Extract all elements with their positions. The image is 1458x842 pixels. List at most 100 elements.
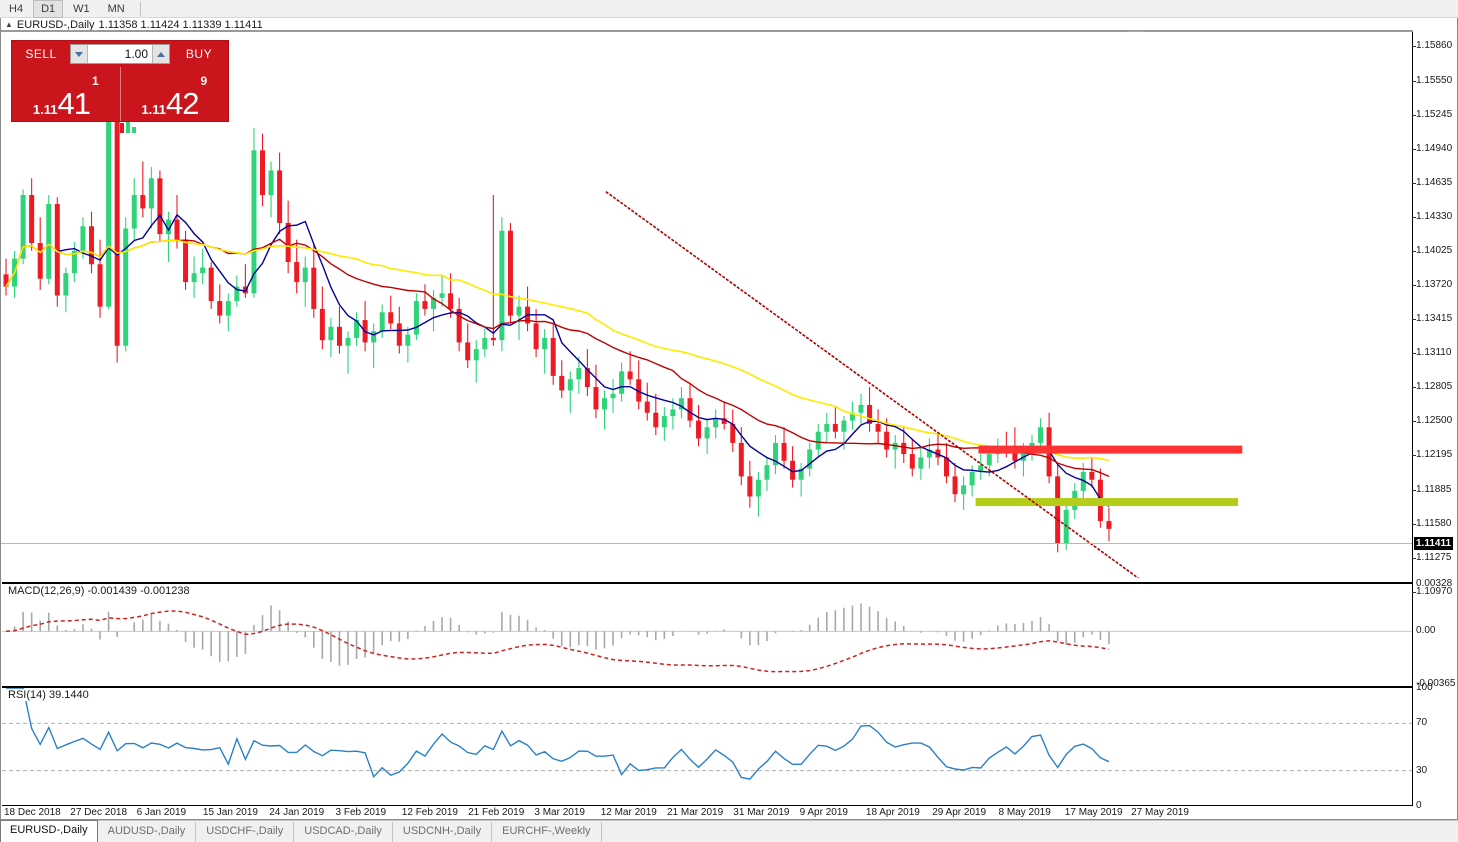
candlestick (944, 442, 949, 484)
timeframe-h4[interactable]: H4 (9, 2, 24, 15)
timeframe-toolbar: H4 D1 W1 MN (0, 0, 1458, 18)
price-scale-tick: 1.13415 (1412, 313, 1452, 324)
candlestick (106, 94, 112, 309)
candlestick (867, 387, 873, 432)
price-scale-tick: 1.14330 (1412, 211, 1452, 222)
macd-scale-tick: 0.00 (1416, 625, 1436, 637)
macd-pane[interactable]: MACD(12,26,9) -0.001439 -0.001238 (2, 582, 1413, 684)
candlestick (773, 435, 778, 475)
candlestick (627, 351, 633, 385)
macd-scale-tick: 0.00328 (1416, 578, 1453, 589)
candlestick (140, 161, 146, 218)
candlestick (260, 133, 265, 207)
candlestick (704, 418, 710, 455)
collapse-triangle-icon[interactable]: ▲ (5, 20, 13, 29)
price-scale-tick: 1.15245 (1412, 109, 1452, 120)
date-scale-label: 9 Apr 2019 (799, 807, 848, 818)
macd-label: MACD(12,26,9) -0.001439 -0.001238 (6, 585, 192, 597)
candlestick (1106, 507, 1112, 542)
price-pane[interactable] (2, 32, 1413, 578)
support-zone[interactable] (975, 498, 1239, 507)
price-scale-tick: 1.12195 (1412, 449, 1452, 460)
candlestick (413, 293, 419, 341)
candlestick (46, 195, 52, 285)
tab-eurusd-daily[interactable]: EURUSD-,Daily (0, 820, 98, 842)
candlestick (490, 195, 496, 346)
candlestick (849, 401, 855, 430)
tab-eurchf-weekly[interactable]: EURCHF-,Weekly (492, 822, 602, 842)
macd-plot (2, 603, 1413, 673)
candlestick (875, 409, 881, 443)
octp-prices: 1.11 41 1 1.11 42 9 (12, 67, 228, 121)
candlestick (251, 128, 257, 298)
candlestick (431, 289, 436, 332)
price-scale-tick: 1.12805 (1412, 381, 1452, 392)
tab-audusd-daily[interactable]: AUDUSD-,Daily (98, 822, 197, 842)
date-scale-label: 18 Apr 2019 (865, 807, 920, 818)
candlestick (465, 323, 471, 369)
descending-trendline[interactable] (605, 191, 1152, 578)
candlestick (670, 398, 676, 430)
buy-price-big: 42 (165, 86, 199, 121)
date-scale-label: 17 May 2019 (1064, 807, 1123, 818)
candlestick (550, 323, 556, 385)
tab-usdcad-daily[interactable]: USDCAD-,Daily (294, 822, 393, 842)
candlestick (653, 393, 659, 436)
volume-decrease-button[interactable] (71, 45, 88, 63)
octp-toolbar: SELL 1.00 BUY (12, 41, 228, 67)
candlestick (191, 256, 197, 298)
timeframe-w1[interactable]: W1 (73, 2, 90, 15)
caret-down-icon (75, 51, 83, 57)
candlestick (234, 275, 240, 307)
buy-price-fraction: 9 (200, 74, 208, 88)
candlestick (302, 256, 308, 307)
buy-price-button[interactable]: 1.11 42 9 (121, 67, 229, 121)
date-scale[interactable]: 18 Dec 2018 27 Dec 2018 6 Jan 2019 15 Jan 2… (2, 805, 1413, 819)
candlestick (29, 178, 35, 251)
candlestick (328, 317, 334, 357)
candlestick (892, 435, 898, 469)
candlestick (268, 161, 274, 218)
candlestick (482, 329, 488, 357)
rsi-pane[interactable]: RSI(14) 39.1440 (2, 686, 1413, 806)
price-scale-tick: 1.11275 (1412, 552, 1451, 563)
chart-ohlc-values: 1.11358 1.11424 1.11339 1.11411 (98, 19, 263, 31)
price-scale[interactable]: 1.15860 1.15550 1.15245 1.14940 1.14635 1.143… (1412, 32, 1457, 811)
candlestick (755, 471, 761, 517)
candlestick (336, 306, 342, 354)
candlestick (285, 200, 291, 274)
candlestick (747, 460, 753, 508)
timeframe-d1[interactable]: D1 (33, 0, 64, 18)
candlestick (696, 404, 702, 447)
rsi-scale-tick: 30 (1416, 764, 1428, 776)
price-scale-dash (1412, 557, 1416, 559)
price-scale-tick: 1.15860 (1412, 40, 1452, 51)
price-scale-dash (1412, 80, 1416, 82)
macd-signal-line (5, 610, 1110, 673)
candlestick (858, 393, 864, 424)
one-click-trading-panel[interactable]: SELL 1.00 BUY 1.11 41 1 (11, 40, 229, 122)
timeframe-mn[interactable]: MN (107, 2, 125, 15)
buy-button[interactable]: BUY (185, 47, 213, 61)
mini-candle-indicator (120, 122, 136, 133)
tab-usdcnh-daily[interactable]: USDCNH-,Daily (393, 822, 493, 842)
volume-input[interactable]: 1.00 (88, 45, 152, 63)
mini-candle-bull-icon (126, 122, 130, 133)
candlestick (978, 454, 984, 480)
candlestick (738, 427, 744, 486)
sell-button[interactable]: SELL (25, 47, 57, 61)
volume-increase-button[interactable] (152, 45, 169, 63)
sell-price-button[interactable]: 1.11 41 1 (12, 67, 121, 121)
price-scale-tick: 1.14025 (1412, 245, 1452, 256)
candlestick (764, 457, 770, 491)
candlestick (576, 356, 582, 394)
volume-stepper[interactable]: 1.00 (70, 44, 170, 64)
candlestick (294, 239, 300, 294)
candlestick (157, 170, 163, 242)
candlestick (713, 409, 719, 439)
date-scale-label: 21 Feb 2019 (468, 807, 525, 818)
resistance-zone[interactable] (978, 445, 1243, 454)
price-scale-tick: 1.10970 (1412, 586, 1452, 597)
candlestick (37, 217, 43, 290)
tab-usdchf-daily[interactable]: USDCHF-,Daily (196, 822, 295, 842)
